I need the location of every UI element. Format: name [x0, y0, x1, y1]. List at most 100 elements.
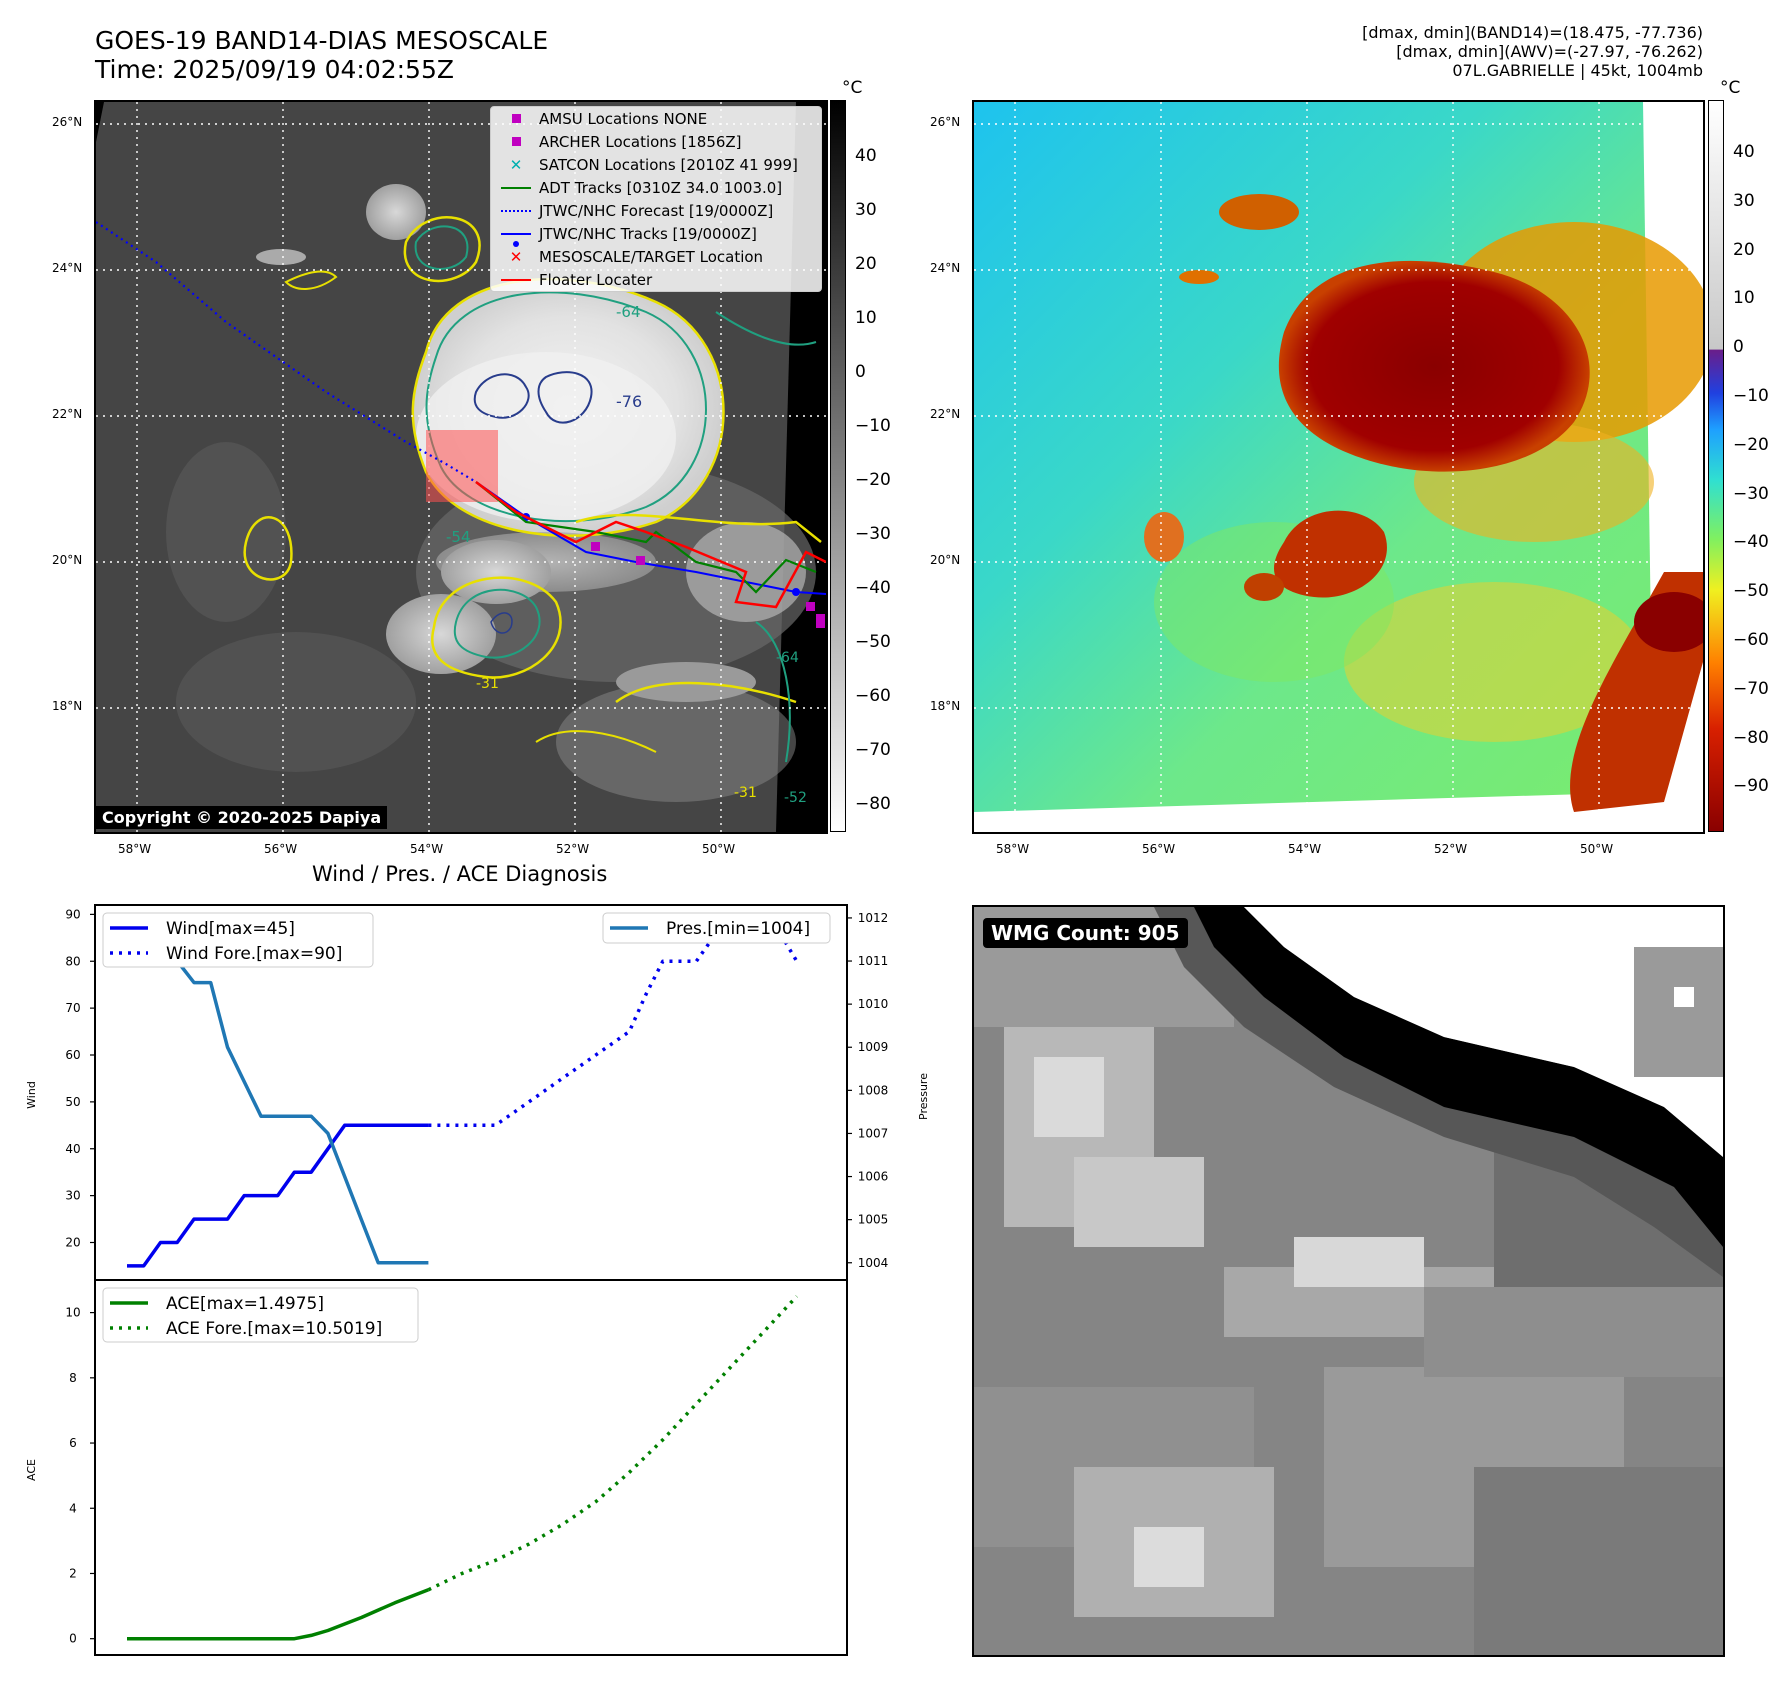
- colorbar-tick-label: −20: [855, 470, 891, 490]
- ace-legend: ACE[max=1.4975] ACE Fore.[max=10.5019]: [102, 1287, 419, 1343]
- awv-colorbar: [1708, 100, 1724, 832]
- y-tick-label: 30: [65, 1189, 80, 1203]
- colorbar-tick-label: −30: [1733, 483, 1769, 504]
- colorbar-tick-label: 40: [1733, 142, 1755, 162]
- lon-label: 58°W: [996, 842, 1030, 856]
- y-tick-label: 80: [65, 954, 80, 968]
- y-tick-label: 1012: [858, 911, 889, 925]
- wind-legend: Wind[max=45] Wind Fore.[max=90]: [102, 912, 374, 968]
- chart-title: GOES-19 BAND14-DIAS MESOSCALE: [95, 26, 549, 55]
- series-line-wind-fore-: [428, 912, 799, 1128]
- copyright-badge: Copyright © 2020-2025 Dapiya: [96, 806, 388, 829]
- x-marker-icon: ✕: [509, 155, 523, 174]
- legend-item: ✕ MESOSCALE/TARGET Location: [491, 245, 821, 268]
- lon-label: 50°W: [1580, 842, 1614, 856]
- wmg-panel: [972, 905, 1725, 1657]
- wmg-image: [974, 907, 1723, 1655]
- colorbar-tick-label: −40: [1733, 532, 1769, 553]
- legend-label: SATCON Locations [2010Z 41 999]: [539, 155, 798, 174]
- colorbar-tick-label: −10: [1733, 386, 1769, 406]
- y-tick-label: 1007: [858, 1126, 889, 1140]
- contour-label: -64: [616, 303, 641, 321]
- awv-map-svg: [974, 102, 1703, 832]
- contour-label: -52: [784, 790, 807, 806]
- legend-label: Pres.[min=1004]: [666, 919, 810, 939]
- legend-label: ARCHER Locations [1856Z]: [539, 132, 742, 151]
- contour-label: -31: [734, 785, 757, 801]
- contour-label: -31: [476, 676, 499, 692]
- wmg-count-badge: WMG Count: 905: [983, 918, 1188, 948]
- ace-axis-label: ACE: [25, 1459, 38, 1481]
- legend-item: ADT Tracks [0310Z 34.0 1003.0]: [491, 176, 821, 199]
- legend-item: ✕ SATCON Locations [2010Z 41 999]: [491, 153, 821, 176]
- colorbar-tick-label: 10: [1733, 288, 1755, 309]
- colorbar-tick-label: −60: [855, 686, 891, 706]
- lat-label: 22°N: [52, 407, 83, 421]
- y-tick-label: 50: [65, 1095, 80, 1109]
- info-band14: [dmax, dmin](BAND14)=(18.475, -77.736): [1362, 23, 1703, 42]
- dotted-line-icon: [501, 209, 531, 212]
- colorbar-tick-label: 20: [855, 254, 877, 274]
- lat-label: 26°N: [930, 115, 961, 129]
- colorbar-tick-label: −50: [1733, 581, 1769, 602]
- colorbar-tick-label: −80: [855, 794, 891, 814]
- lon-label: 56°W: [1142, 842, 1176, 856]
- adt-track: [475, 481, 817, 594]
- y-tick-label: 90: [65, 907, 80, 921]
- legend-label: AMSU Locations NONE: [539, 109, 708, 128]
- series-line-wind: [127, 1123, 429, 1268]
- y-tick-label: 1006: [858, 1170, 889, 1184]
- legend-item: JTWC/NHC Forecast [19/0000Z]: [491, 199, 821, 222]
- y-tick-label: 1004: [858, 1256, 889, 1270]
- contour-label: -76: [616, 392, 642, 411]
- jtwc-forecast-track: [96, 221, 477, 483]
- lon-label: 58°W: [118, 842, 152, 856]
- legend-label: Wind[max=45]: [166, 919, 295, 939]
- legend-item: JTWC/NHC Tracks [19/0000Z]: [491, 222, 821, 247]
- lat-label: 20°N: [52, 553, 83, 567]
- x-marker-icon: ✕: [509, 247, 523, 266]
- ir-colorbar: [830, 100, 846, 832]
- legend-label: MESOSCALE/TARGET Location: [539, 247, 764, 266]
- info-awv: [dmax, dmin](AWV)=(-27.97, -76.262): [1396, 42, 1703, 61]
- y-tick-label: 6: [69, 1436, 77, 1450]
- colorbar-tick-label: −60: [1733, 630, 1769, 650]
- lat-label: 18°N: [52, 699, 83, 713]
- y-tick-label: 1011: [858, 954, 889, 968]
- series-line-ace: [127, 1588, 430, 1641]
- colorbar-tick-label: 40: [855, 146, 877, 166]
- line-icon: [501, 186, 531, 189]
- colorbar-unit: °C: [1720, 78, 1741, 98]
- colorbar-tick-label: −80: [1733, 727, 1769, 748]
- y-tick-label: 1010: [858, 997, 889, 1011]
- y-tick-label: 40: [65, 1142, 80, 1156]
- lon-label: 52°W: [1434, 842, 1468, 856]
- legend-item: ARCHER Locations [1856Z]: [491, 130, 821, 153]
- y-tick-label: 2: [69, 1566, 77, 1580]
- lat-label: 26°N: [52, 115, 83, 129]
- colorbar-tick-label: 30: [855, 200, 877, 220]
- legend-item: AMSU Locations NONE: [491, 107, 821, 130]
- lon-label: 54°W: [1288, 842, 1322, 856]
- awv-map-panel: [972, 100, 1705, 834]
- series-line-ace-fore-: [427, 1295, 799, 1592]
- colorbar-unit: °C: [842, 78, 863, 98]
- lat-label: 20°N: [930, 553, 961, 567]
- lon-label: 50°W: [702, 842, 736, 856]
- y-tick-label: 10: [65, 1306, 80, 1320]
- lat-label: 18°N: [930, 699, 961, 713]
- colorbar-tick-label: −30: [855, 524, 891, 544]
- square-marker-icon: [511, 114, 521, 123]
- lon-label: 54°W: [410, 842, 444, 856]
- legend-item: Floater Locater: [491, 268, 821, 291]
- colorbar-tick-label: −70: [855, 740, 891, 760]
- y-tick-label: 20: [65, 1236, 80, 1250]
- legend-label: Floater Locater: [539, 270, 653, 289]
- legend-label: ADT Tracks [0310Z 34.0 1003.0]: [539, 178, 783, 197]
- line-icon: [501, 278, 531, 281]
- square-marker-icon: [511, 137, 521, 146]
- y-tick-label: 60: [65, 1048, 80, 1062]
- legend-label: Wind Fore.[max=90]: [166, 944, 342, 964]
- chart-time: Time: 2025/09/19 04:02:55Z: [95, 55, 454, 84]
- contour-label: -54: [446, 528, 471, 546]
